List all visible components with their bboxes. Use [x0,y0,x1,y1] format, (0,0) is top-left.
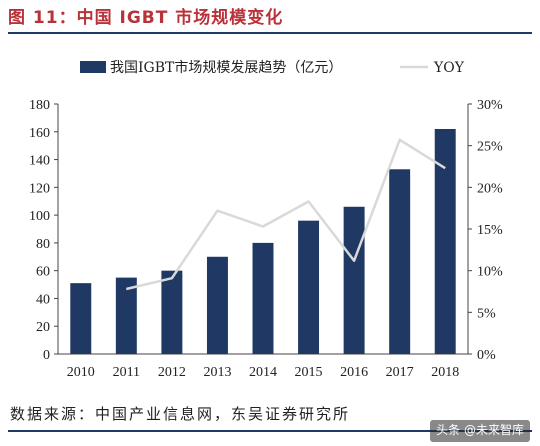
bar-2010 [70,283,92,354]
y2-tick-label: 0% [477,348,496,363]
yoy-line [126,138,446,291]
bar-2012 [161,270,183,354]
tick-labels: 0 20 40 60 80 100 120 140 160 180 0% 5% 10% 15% 20% 25%… [29,98,503,380]
figure-title: 图 11：中国 IGBT 市场规模变化 [8,6,532,34]
x-tick-label: 2017 [386,365,414,380]
bar-2013 [206,256,228,354]
bar-2017 [389,169,411,354]
source-note: 数据来源：中国产业信息网，东吴证券研究所 [10,405,351,423]
y2-tick-label: 30% [477,98,503,113]
x-tick-label: 2016 [340,365,368,380]
y-tick-label: 160 [29,126,50,141]
y-tick-label: 140 [29,154,50,169]
y-tick-label: 180 [29,98,50,113]
bars [70,129,456,354]
chart: 我国IGBT市场规模发展趋势（亿元） YOY 0 20 40 60 80 100 120 14… [0,40,540,400]
bar-2015 [298,220,320,354]
x-tick-label: 2013 [203,365,231,380]
bar-2011 [115,277,137,354]
bottom-rule [8,430,532,432]
y-tick-label: 20 [36,320,50,335]
legend-bar-swatch [80,61,106,73]
bar-2018 [434,129,456,354]
y-tick-label: 60 [36,265,50,280]
legend-line-label: YOY [433,60,465,76]
y2-tick-label: 20% [477,181,503,196]
y-tick-label: 0 [43,348,50,363]
y2-tick-label: 5% [477,306,496,321]
x-tick-label: 2015 [295,365,323,380]
y-tick-label: 80 [36,237,50,252]
bar-2016 [343,206,365,354]
legend: 我国IGBT市场规模发展趋势（亿元） YOY [80,59,465,76]
chart-svg: 我国IGBT市场规模发展趋势（亿元） YOY 0 20 40 60 80 100 120 14… [29,59,503,380]
y2-tick-label: 15% [477,223,503,238]
x-tick-label: 2010 [67,365,95,380]
watermark: 头条 @未来智库 [430,420,530,442]
y2-tick-label: 10% [477,265,503,280]
x-tick-label: 2012 [158,365,186,380]
x-tick-label: 2014 [249,365,277,380]
x-tick-label: 2011 [113,365,140,380]
legend-bar-label: 我国IGBT市场规模发展趋势（亿元） [110,59,342,76]
y-tick-label: 100 [29,209,50,224]
y2-tick-label: 25% [477,140,503,155]
y-tick-label: 120 [29,181,50,196]
x-tick-label: 2018 [431,365,459,380]
yoy-polyline [126,138,446,291]
bar-2014 [252,242,274,354]
y-tick-label: 40 [36,292,50,307]
